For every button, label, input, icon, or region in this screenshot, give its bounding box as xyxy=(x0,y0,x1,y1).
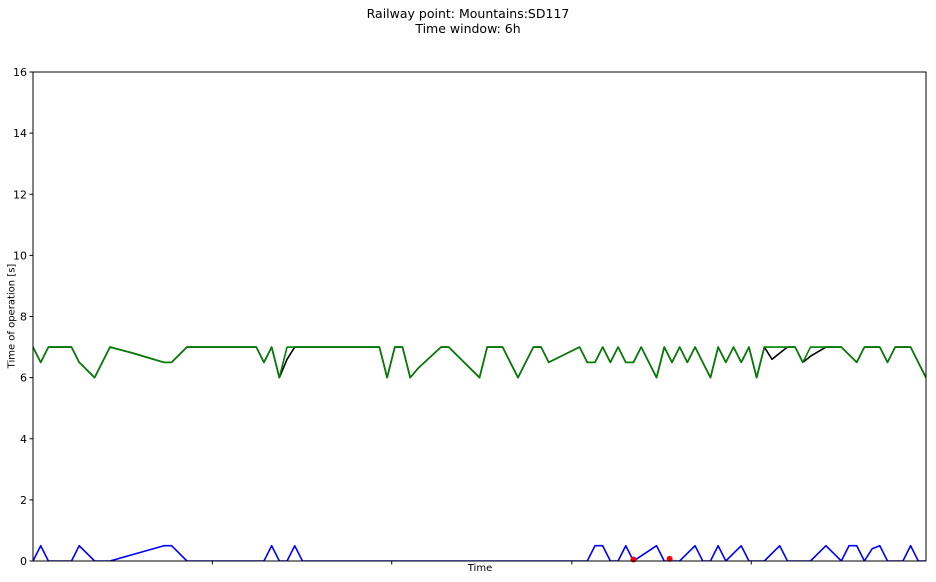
y-tick-label: 12 xyxy=(13,188,27,201)
y-axis-label: Time of operation [s] xyxy=(6,263,18,369)
y-tick-label: 0 xyxy=(20,555,27,568)
marker-point-1 xyxy=(630,556,637,563)
series-line-2 xyxy=(33,346,926,379)
y-tick-label: 14 xyxy=(13,127,27,140)
y-tick-label: 16 xyxy=(13,66,27,79)
y-tick-label: 10 xyxy=(13,249,27,262)
chart-title: Railway point: Mountains:SD117 xyxy=(366,6,570,21)
y-tick-label: 8 xyxy=(20,311,27,324)
y-tick-label: 2 xyxy=(20,494,27,507)
y-tick-label: 4 xyxy=(20,433,27,446)
x-axis-label: Time xyxy=(467,563,493,574)
marker-point-2 xyxy=(666,555,673,562)
axes-frame xyxy=(32,71,927,562)
chart-subtitle: Time window: 6h xyxy=(415,21,521,36)
y-tick-label: 6 xyxy=(20,372,27,385)
series-line-3 xyxy=(33,544,926,561)
